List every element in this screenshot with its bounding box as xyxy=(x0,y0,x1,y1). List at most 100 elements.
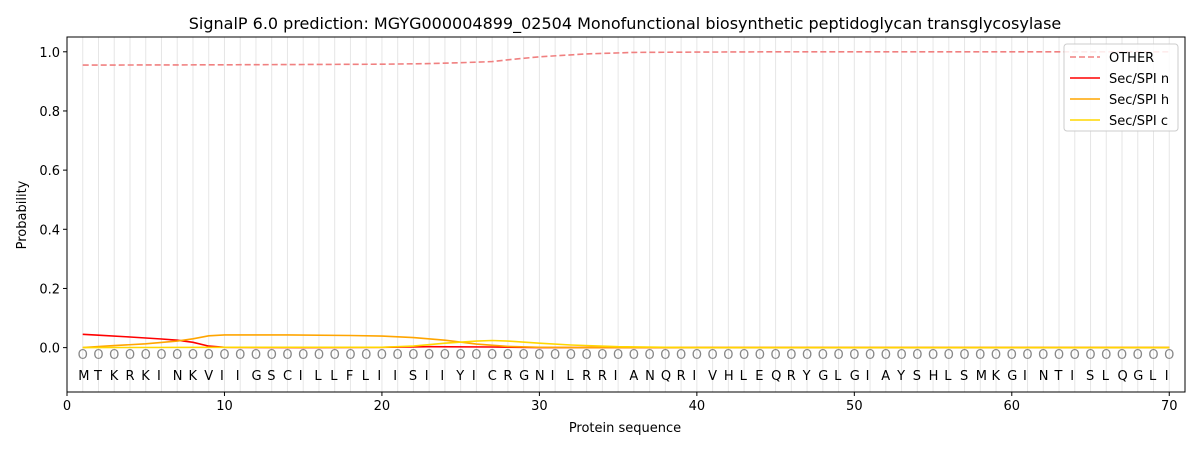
region-label: O xyxy=(739,348,749,363)
region-label: O xyxy=(1101,348,1111,363)
region-label: O xyxy=(629,348,639,363)
region-label: O xyxy=(1148,348,1158,363)
region-label: O xyxy=(487,348,497,363)
y-tick-label: 1.0 xyxy=(39,46,60,61)
x-tick-label: 10 xyxy=(216,399,233,414)
region-label: O xyxy=(849,348,859,363)
legend-label: OTHER xyxy=(1109,51,1154,66)
region-label: O xyxy=(298,348,308,363)
region-label: O xyxy=(582,348,592,363)
y-tick-label: 0.6 xyxy=(39,164,60,179)
region-label: O xyxy=(896,348,906,363)
region-label: O xyxy=(802,348,812,363)
region-label: O xyxy=(534,348,544,363)
region-label: O xyxy=(345,348,355,363)
region-label: O xyxy=(912,348,922,363)
region-label: O xyxy=(1070,348,1080,363)
region-label: O xyxy=(676,348,686,363)
series-line-sec-spi-h xyxy=(82,334,1170,349)
region-label: O xyxy=(456,348,466,363)
region-label: O xyxy=(440,348,450,363)
region-label: O xyxy=(786,348,796,363)
x-tick-label: 60 xyxy=(1004,399,1021,414)
region-label: O xyxy=(550,348,560,363)
region-label: O xyxy=(235,348,245,363)
region-label: O xyxy=(597,348,607,363)
region-label: O xyxy=(408,348,418,363)
region-label: O xyxy=(1022,348,1032,363)
region-label: O xyxy=(1085,348,1095,363)
region-label: O xyxy=(204,348,214,363)
region-label: O xyxy=(330,348,340,363)
region-label: O xyxy=(1054,348,1064,363)
region-label: O xyxy=(818,348,828,363)
region-label: O xyxy=(471,348,481,363)
x-tick-label: 70 xyxy=(1161,399,1178,414)
region-label: O xyxy=(1038,348,1048,363)
region-label: O xyxy=(503,348,513,363)
region-label: O xyxy=(109,348,119,363)
residue-sequence: MTKRKINKVIIGSCILLFLIISIIYICRGNILRRIANQRI… xyxy=(78,369,1168,384)
region-label: O xyxy=(519,348,529,363)
region-label: O xyxy=(393,348,403,363)
region-label: O xyxy=(156,348,166,363)
region-label: O xyxy=(361,348,371,363)
region-label: O xyxy=(692,348,702,363)
region-label: O xyxy=(93,348,103,363)
region-label: O xyxy=(660,348,670,363)
region-label: O xyxy=(833,348,843,363)
legend-box xyxy=(1063,43,1179,132)
x-axis-label: Protein sequence xyxy=(569,421,681,436)
legend-label: Sec/SPI h xyxy=(1109,93,1169,108)
region-label: O xyxy=(424,348,434,363)
region-label: O xyxy=(1164,348,1174,363)
region-label: O xyxy=(944,348,954,363)
region-label: O xyxy=(959,348,969,363)
region-label: O xyxy=(377,348,387,363)
region-label: O xyxy=(267,348,277,363)
x-tick-label: 30 xyxy=(531,399,548,414)
region-label: O xyxy=(881,348,891,363)
x-tick-label: 50 xyxy=(846,399,863,414)
region-label: O xyxy=(1133,348,1143,363)
region-label: O xyxy=(1117,348,1127,363)
region-label: O xyxy=(219,348,229,363)
region-label: O xyxy=(141,348,151,363)
region-label: O xyxy=(78,348,88,363)
region-label: O xyxy=(928,348,938,363)
series-line-sec-spi-c xyxy=(82,339,1170,349)
region-label: O xyxy=(251,348,261,363)
region-label: O xyxy=(975,348,985,363)
series-line-other xyxy=(82,51,1170,66)
plot-frame xyxy=(66,36,1186,393)
legend-label: Sec/SPI c xyxy=(1109,114,1168,129)
region-label: O xyxy=(645,348,655,363)
region-label: O xyxy=(566,348,576,363)
region-label: O xyxy=(770,348,780,363)
x-tick-label: 20 xyxy=(374,399,391,414)
y-tick-label: 0.4 xyxy=(39,223,60,238)
region-label: O xyxy=(723,348,733,363)
region-label: O xyxy=(613,348,623,363)
legend-label: Sec/SPI n xyxy=(1109,72,1169,87)
region-label: O xyxy=(991,348,1001,363)
region-label: O xyxy=(707,348,717,363)
x-tick-label: 0 xyxy=(63,399,71,414)
y-axis-label: Probability xyxy=(15,180,30,249)
x-tick-label: 40 xyxy=(689,399,706,414)
region-label: O xyxy=(755,348,765,363)
region-label: O xyxy=(172,348,182,363)
region-label: O xyxy=(282,348,292,363)
series-line-sec-spi-n xyxy=(82,333,1170,349)
region-label: O xyxy=(125,348,135,363)
region-label: O xyxy=(1007,348,1017,363)
chart-title: SignalP 6.0 prediction: MGYG000004899_02… xyxy=(189,14,1062,34)
region-label: O xyxy=(314,348,324,363)
y-tick-label: 0.8 xyxy=(39,105,60,120)
region-label: O xyxy=(188,348,198,363)
y-tick-label: 0.0 xyxy=(39,342,60,357)
y-tick-label: 0.2 xyxy=(39,282,60,297)
region-label: O xyxy=(865,348,875,363)
